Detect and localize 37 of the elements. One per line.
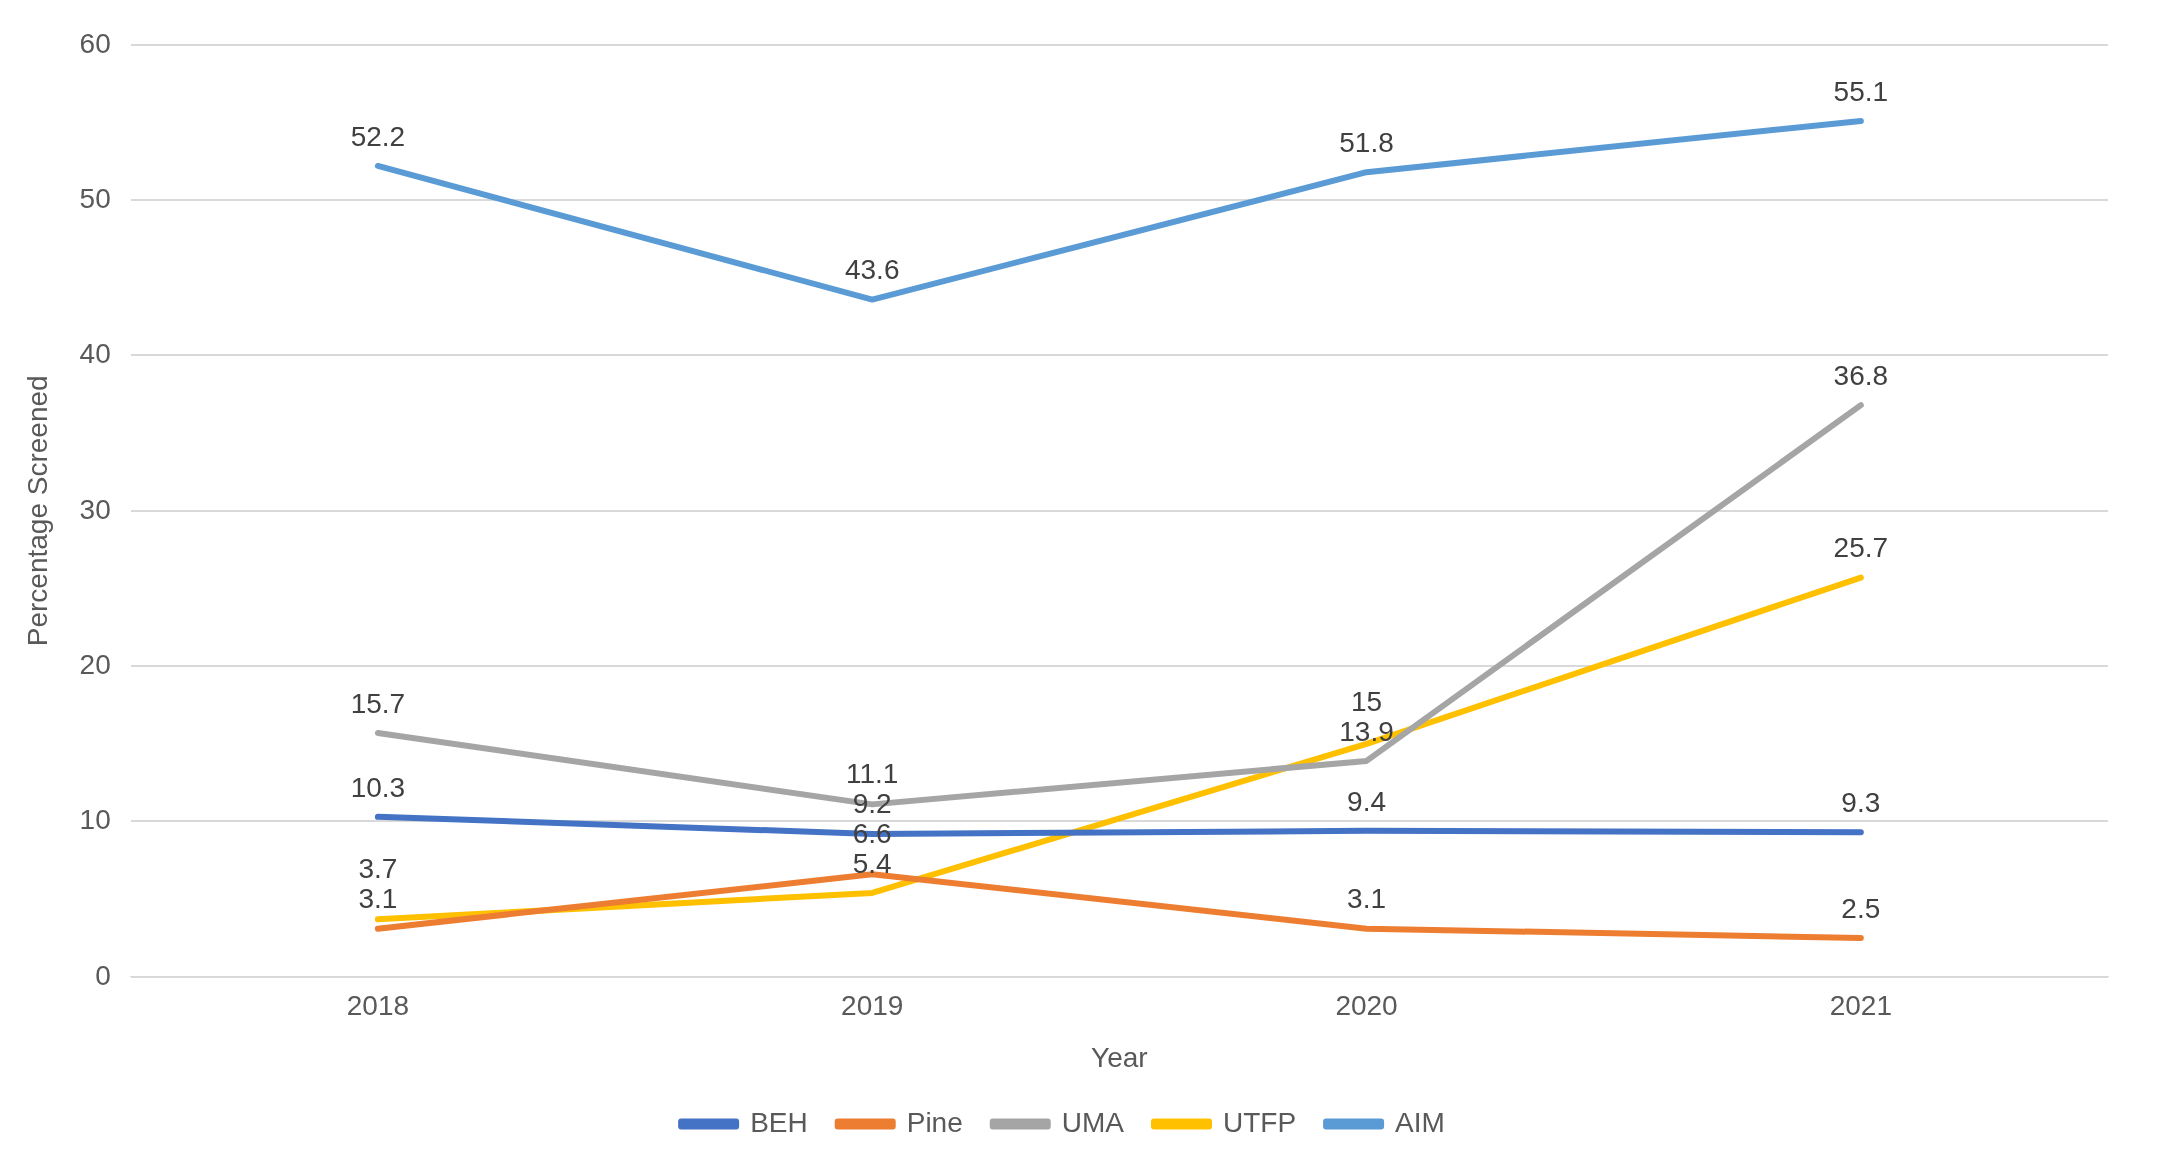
y-tick-label: 10	[79, 804, 111, 836]
x-axis-title: Year	[1091, 1041, 1148, 1073]
x-tick-label: 2019	[841, 990, 904, 1022]
data-label: 9.2	[852, 787, 892, 819]
data-label: 3.1	[1347, 883, 1386, 915]
data-label: 3.7	[358, 853, 398, 885]
legend-label: Pine	[906, 1106, 963, 1138]
x-tick-label: 2021	[1829, 990, 1892, 1022]
x-tick-label: 2018	[346, 990, 410, 1022]
y-tick-label: 50	[79, 182, 111, 214]
y-axis-title: Percentage Screened	[21, 375, 53, 647]
data-label: 36.8	[1833, 359, 1889, 391]
y-tick-label: 20	[79, 648, 111, 680]
y-tick-label: 40	[79, 338, 111, 370]
y-tick-label: 60	[79, 27, 111, 59]
data-label: 25.7	[1833, 532, 1889, 564]
data-label: 10.3	[350, 771, 406, 803]
data-label: 5.4	[852, 847, 892, 879]
data-label: 55.1	[1833, 75, 1889, 107]
data-label: 9.4	[1347, 785, 1386, 817]
data-label: 51.8	[1339, 126, 1394, 158]
legend-label: UTFP	[1222, 1106, 1297, 1138]
data-label: 13.9	[1339, 715, 1394, 747]
y-tick-label: 30	[79, 493, 111, 525]
data-label: 43.6	[844, 254, 900, 286]
data-label: 2.5	[1841, 892, 1881, 924]
legend-label: UMA	[1061, 1106, 1125, 1138]
data-label: 9.3	[1841, 787, 1881, 819]
data-label: 15.7	[350, 687, 406, 719]
legend-label: AIM	[1395, 1106, 1445, 1138]
legend-label: BEH	[750, 1106, 808, 1138]
data-label: 11.1	[846, 757, 899, 789]
data-label: 15	[1350, 685, 1383, 717]
y-tick-label: 0	[95, 959, 111, 991]
x-tick-label: 2020	[1335, 990, 1398, 1022]
data-label: 52.2	[350, 120, 406, 152]
data-label: 3.1	[358, 883, 398, 915]
